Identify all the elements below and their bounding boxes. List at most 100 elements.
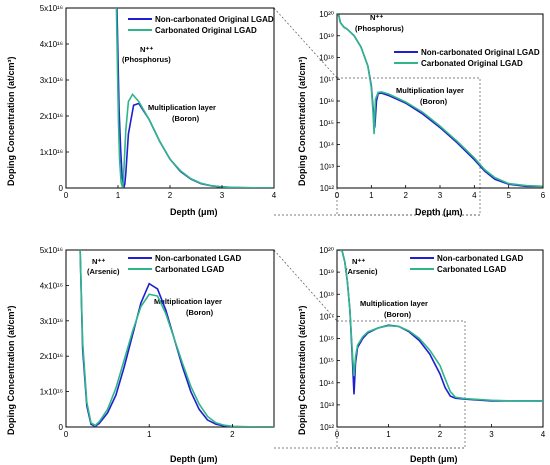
y-tick-label: 10¹⁴ [319, 379, 335, 388]
x-tick-label: 2 [403, 191, 408, 200]
series-carbonated [79, 250, 274, 427]
legend-label-carbonated: Carbonated LGAD [437, 265, 507, 274]
x-tick-label: 0 [335, 430, 340, 439]
panel-bottom-left: Doping Concentration (at/cm³) Depth (μm)… [6, 246, 275, 464]
y-axis-label: Doping Concentration (at/cm³) [297, 57, 307, 187]
legend-label-carbonated: Carbonated Original LGAD [155, 26, 257, 35]
legend: Non-carbonated LGAD Carbonated LGAD [128, 254, 241, 274]
y-tick-label: 10¹³ [320, 162, 335, 171]
y-axis-label: Doping Concentration (at/cm³) [6, 306, 16, 436]
y-tick-label: 10¹⁹ [319, 32, 334, 41]
annotation-layer: Multiplication layer [360, 299, 428, 308]
annotation-dopant-layer: (Boron) [420, 97, 448, 106]
annotation-dopant-top: (Phosphorus) [122, 55, 171, 64]
y-tick-label: 10¹⁶ [319, 335, 334, 344]
y-tick-label: 4x10¹⁶ [40, 281, 63, 290]
annotation-dopant-layer: (Boron) [172, 114, 200, 123]
zoom-connectors [273, 7, 481, 449]
annotation-n-plus: N⁺⁺ [370, 13, 383, 22]
y-tick-label: 4x10¹⁶ [40, 40, 63, 49]
y-tick-label: 10¹⁵ [319, 119, 334, 128]
y-tick-label: 10¹⁴ [319, 141, 335, 150]
x-axis-label: Depth (μm) [410, 454, 458, 464]
y-tick-label: 10¹² [320, 423, 335, 432]
x-tick-label: 3 [220, 191, 225, 200]
plot-frame [65, 7, 275, 189]
x-axis-label: Depth (μm) [170, 207, 218, 217]
annotation-layer: Multiplication layer [148, 103, 216, 112]
legend-label-carbonated: Carbonated Original LGAD [421, 59, 523, 68]
y-tick-label: 3x10¹⁶ [40, 317, 63, 326]
annotation-n-plus: N⁺⁺ [140, 45, 153, 54]
panel-top-right: Doping Concentration (at/cm³) Depth (μm)… [297, 10, 546, 217]
x-tick-label: 5 [506, 191, 511, 200]
y-tick-label: 0 [59, 184, 64, 193]
y-tick-label: 2x10¹⁶ [40, 352, 63, 361]
y-tick-label: 10¹⁸ [319, 54, 334, 63]
annotation-layer: Multiplication layer [154, 297, 222, 306]
y-tick-label: 10¹⁵ [319, 357, 334, 366]
y-tick-label: 10²⁰ [319, 246, 334, 255]
y-tick-label: 10¹⁷ [320, 75, 335, 84]
x-tick-label: 4 [541, 430, 546, 439]
annotation-dopant-layer: (Boron) [186, 308, 214, 317]
legend-label-non-carbonated: Non-carbonated LGAD [437, 254, 523, 263]
x-axis-label: Depth (μm) [415, 207, 463, 217]
y-tick-label: 10¹⁶ [319, 97, 334, 106]
legend-label-non-carbonated: Non-carbonated Original LGAD [421, 48, 540, 57]
legend: Non-carbonated Original LGAD Carbonated … [128, 15, 274, 35]
plot-frame [65, 249, 275, 428]
series-carbonated [337, 250, 543, 402]
x-tick-label: 3 [438, 191, 443, 200]
series-carbonated [115, 8, 274, 188]
y-tick-label: 1x10¹⁶ [40, 148, 63, 157]
y-tick-label: 10¹² [320, 184, 335, 193]
x-tick-label: 4 [472, 191, 477, 200]
x-tick-label: 2 [230, 430, 235, 439]
x-tick-label: 0 [64, 430, 69, 439]
x-axis-label: Depth (μm) [170, 454, 218, 464]
x-tick-label: 1 [147, 430, 152, 439]
y-tick-label: 3x10¹⁶ [40, 76, 63, 85]
y-tick-label: 5x10¹⁶ [40, 246, 63, 255]
y-tick-label: 0 [59, 423, 64, 432]
annotation-dopant-top: (Phosphorus) [355, 24, 404, 33]
legend-label-non-carbonated: Non-carbonated LGAD [155, 254, 241, 263]
x-tick-label: 0 [64, 191, 69, 200]
y-axis-label: Doping Concentration (at/cm³) [297, 306, 307, 436]
zoom-region-top [336, 77, 481, 216]
x-tick-label: 1 [116, 191, 121, 200]
y-tick-label: 10¹⁸ [319, 290, 334, 299]
annotation-dopant-top: (Arsenic) [345, 267, 378, 276]
annotation-dopant-layer: (Boron) [384, 310, 412, 319]
x-tick-label: 2 [438, 430, 443, 439]
annotation-layer: Multiplication layer [396, 86, 464, 95]
annotation-n-plus: N⁺⁺ [352, 257, 365, 266]
x-tick-label: 0 [335, 191, 340, 200]
x-tick-label: 6 [541, 191, 546, 200]
y-tick-label: 10²⁰ [319, 10, 334, 19]
zoom-region-bottom [336, 320, 466, 449]
annotation-n-plus: N⁺⁺ [92, 257, 105, 266]
y-tick-label: 2x10¹⁶ [40, 112, 63, 121]
series-carbonated [337, 14, 543, 188]
y-tick-label: 5x10¹⁶ [40, 4, 63, 13]
x-tick-label: 1 [369, 191, 374, 200]
x-tick-label: 4 [272, 191, 277, 200]
x-tick-label: 2 [168, 191, 173, 200]
y-axis-label: Doping Concentration (at/cm³) [6, 57, 16, 187]
panel-top-left: Doping Concentration (at/cm³) Depth (μm)… [6, 4, 277, 217]
x-tick-label: 1 [386, 430, 391, 439]
legend-label-carbonated: Carbonated LGAD [155, 265, 225, 274]
y-tick-label: 10¹⁹ [319, 268, 334, 277]
legend-label-non-carbonated: Non-carbonated Original LGAD [155, 15, 274, 24]
panel-bottom-right: Doping Concentration (at/cm³) Depth (μm)… [297, 246, 546, 464]
y-tick-label: 10¹⁷ [320, 312, 335, 321]
y-tick-label: 1x10¹⁶ [40, 388, 63, 397]
x-tick-label: 3 [489, 430, 494, 439]
annotation-dopant-top: (Arsenic) [87, 267, 120, 276]
series-non-carbonated [79, 250, 274, 427]
legend: Non-carbonated Original LGAD Carbonated … [394, 48, 540, 68]
y-tick-label: 10¹³ [320, 401, 335, 410]
